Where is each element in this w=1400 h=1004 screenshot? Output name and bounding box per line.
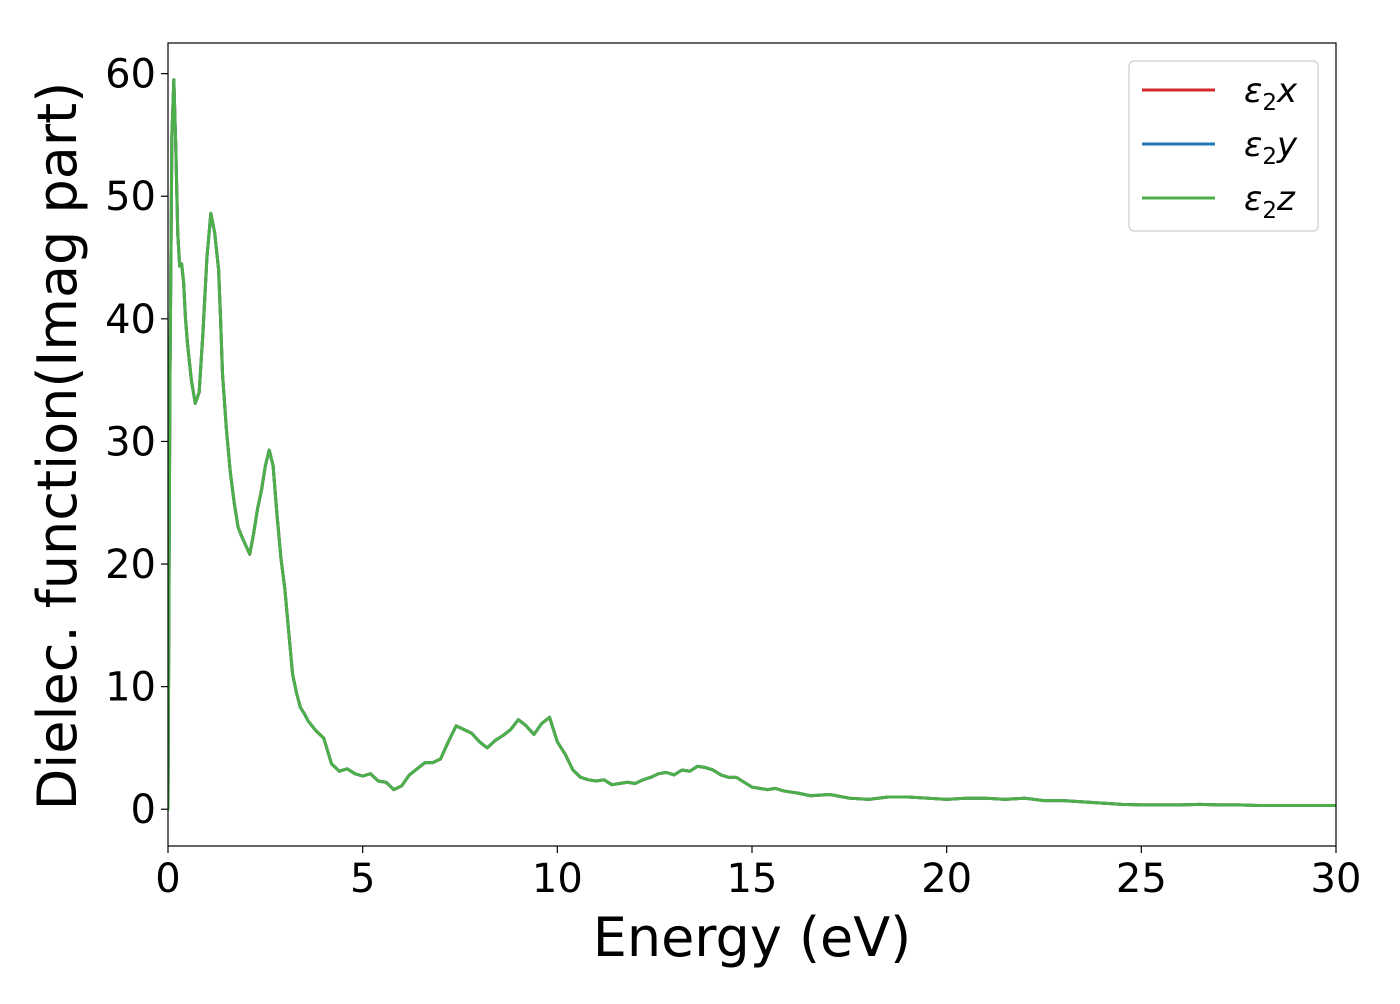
y-tick-label: 40 [105,297,156,343]
x-tick-label: 10 [532,856,583,902]
y-axis-label: Dielec. function(Imag part) [26,82,89,811]
x-tick-label: 15 [727,856,778,902]
legend-label-y: ε2y [1244,125,1298,170]
y-tick-label: 10 [105,665,156,711]
x-tick-label: 0 [155,856,180,902]
y-tick-label: 0 [131,787,156,833]
y-tick-label: 20 [105,542,156,588]
legend-box [1128,60,1319,232]
y-tick-label: 60 [105,52,156,98]
series-line-z [168,78,1336,811]
x-tick-label: 25 [1116,856,1167,902]
x-tick-label: 30 [1311,856,1362,902]
y-tick-label: 50 [105,174,156,220]
y-tick-label: 30 [105,419,156,465]
x-tick-label: 5 [350,856,375,902]
x-tick-label: 20 [921,856,972,902]
x-axis-label: Energy (eV) [593,906,912,969]
legend-label-z: ε2z [1244,179,1296,224]
legend-label-x: ε2x [1244,71,1298,116]
